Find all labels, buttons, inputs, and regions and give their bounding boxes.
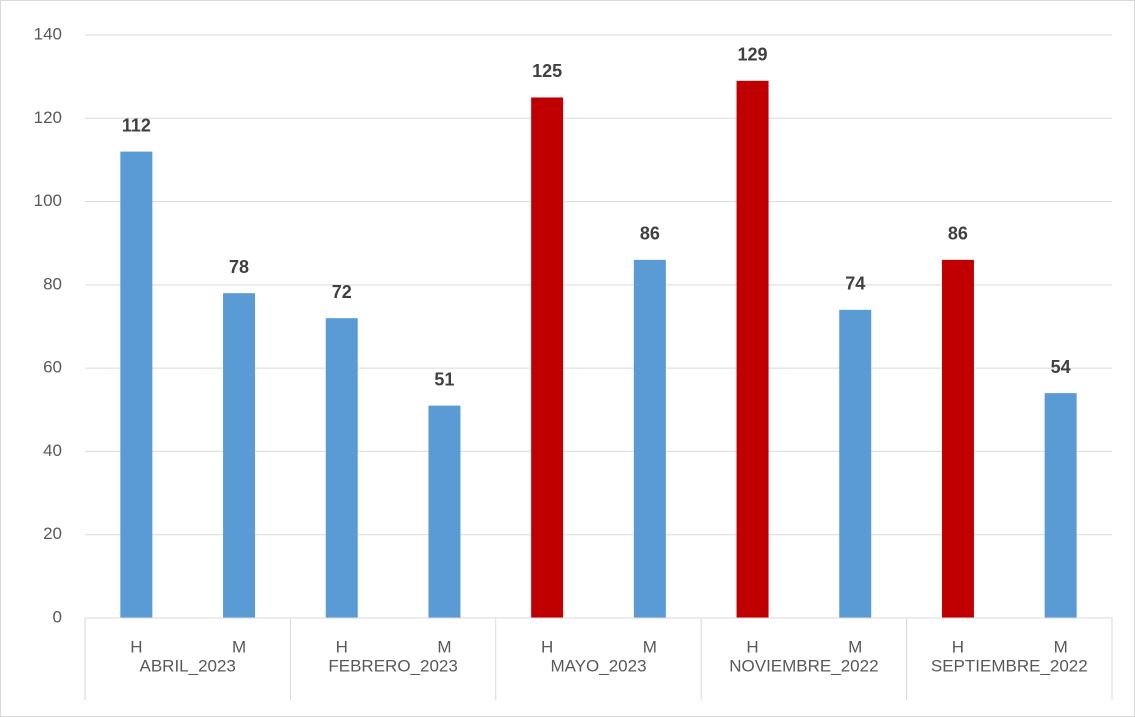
data-label: 129 [738, 45, 768, 65]
bar [120, 151, 153, 618]
data-label: 125 [532, 61, 562, 81]
y-tick-label: 20 [43, 524, 62, 543]
x-tick-label: H [746, 637, 758, 656]
data-label: 72 [332, 282, 352, 302]
bar [531, 97, 564, 618]
y-tick-label: 100 [34, 191, 62, 210]
data-label: 78 [229, 257, 249, 277]
bar [839, 309, 872, 618]
data-label: 86 [948, 224, 968, 244]
group-label: ABRIL_2023 [139, 656, 235, 675]
y-tick-label: 140 [34, 24, 62, 43]
group-label: FEBRERO_2023 [328, 656, 457, 675]
x-tick-label: H [130, 637, 142, 656]
data-label: 86 [640, 224, 660, 244]
x-tick-label: M [848, 637, 862, 656]
group-label: SEPTIEMBRE_2022 [931, 656, 1088, 675]
y-tick-label: 80 [43, 274, 62, 293]
group-label: NOVIEMBRE_2022 [729, 656, 878, 675]
bar [736, 80, 769, 619]
y-tick-label: 120 [34, 108, 62, 127]
x-tick-label: M [1054, 637, 1068, 656]
bar [1044, 393, 1077, 618]
data-label: 74 [845, 274, 865, 294]
bar [428, 405, 461, 618]
data-label: 112 [122, 115, 151, 135]
x-tick-label: H [952, 637, 964, 656]
y-tick-label: 60 [43, 358, 62, 377]
x-tick-label: H [336, 637, 348, 656]
group-label: MAYO_2023 [550, 656, 646, 675]
x-tick-label: M [643, 637, 657, 656]
data-label: 51 [434, 369, 454, 389]
bar [941, 259, 974, 618]
y-tick-label: 0 [53, 607, 62, 626]
x-tick-label: M [232, 637, 246, 656]
bar [633, 259, 666, 618]
data-label: 54 [1051, 357, 1071, 377]
x-tick-label: M [437, 637, 451, 656]
bar [223, 293, 256, 618]
x-tick-label: H [541, 637, 553, 656]
bar [325, 318, 358, 618]
y-tick-label: 40 [43, 441, 62, 460]
